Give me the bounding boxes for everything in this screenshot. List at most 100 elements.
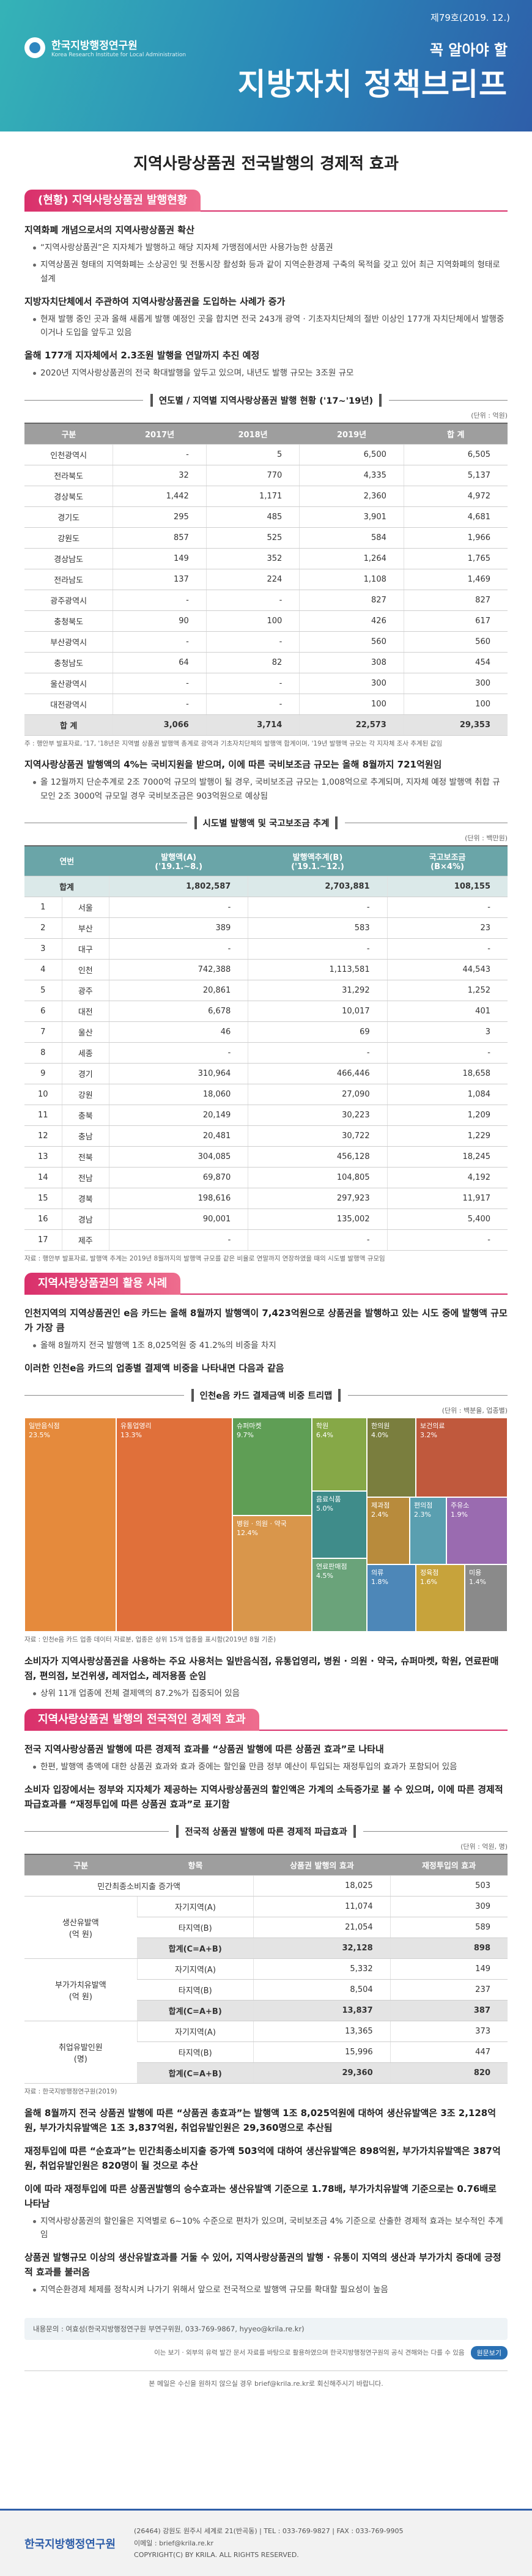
cell: 100 — [205, 610, 300, 632]
cell: 충북 — [61, 1105, 109, 1126]
cell: 경기도 — [24, 506, 113, 528]
table-block: 연도별 / 지역별 지역사랑상품권 발행 현황 ('17~'19년) (단위 : … — [24, 393, 508, 749]
cell-value: 3.2% — [420, 1430, 437, 1439]
row: 광주광역시 - -827 827 — [24, 590, 508, 611]
cell: 589 — [390, 1917, 508, 1939]
column-header: 구분 — [24, 423, 113, 445]
cell: 경남 — [61, 1208, 109, 1230]
row: 취업유발인원 (명) 자기지역(A) 13,365 373 — [24, 2021, 508, 2084]
cell: 합계(C=A+B) — [137, 1938, 254, 1960]
cell: 4,335 — [299, 465, 404, 486]
cell: 18,245 — [386, 1146, 508, 1168]
treemap-cell: 주유소 1.9% — [446, 1497, 508, 1564]
cell: 8,504 — [253, 1979, 391, 2001]
cell: 29,360 — [253, 2062, 391, 2084]
section-title: (현황) 지역사랑상품권 발행현황 — [24, 190, 201, 212]
cell: 1,802,587 — [109, 876, 248, 897]
row: 민간최종소비지출 증가액 18,025 503 — [24, 1875, 508, 1897]
cell: 9 — [24, 1063, 62, 1084]
treemap-cell: 정육점 1.6% — [416, 1564, 465, 1632]
disclaimer-row: 이는 보기 · 외부의 유력 발간 문서 자료를 바탕으로 활용하였으며 한국지… — [24, 2345, 508, 2359]
cell: 10 — [24, 1084, 62, 1105]
row: 7 울산 46 69 3 — [24, 1021, 508, 1043]
cell: 104,805 — [248, 1167, 388, 1188]
cell: 13,837 — [253, 2000, 391, 2022]
original-button[interactable]: 원문보기 — [470, 2345, 508, 2359]
cell-value: 4.0% — [371, 1430, 388, 1439]
cell: 타지역(B) — [137, 1917, 254, 1939]
cell-label: 병원 · 의원 · 약국 — [237, 1519, 287, 1528]
table-title-text: 연도별 / 지역별 지역사랑상품권 발행 현황 ('17~'19년) — [150, 393, 382, 407]
cell: - — [109, 938, 248, 960]
cell: 광주 — [61, 980, 109, 1001]
cell: 13 — [24, 1146, 62, 1168]
contact: 내용문의 : 여효성(한국지방행정연구원 부연구위원, 033-769-9867… — [24, 2317, 508, 2340]
note: 자료 : 한국지방행정연구원(2019) — [24, 2088, 117, 2096]
treemap: 일반음식점 23.5% 유통업영리 13.3% 병원 · 의원 · 약국 12.4% 슈퍼마… — [24, 1417, 508, 1632]
cell: 1,171 — [205, 486, 300, 507]
cell: 30,722 — [248, 1125, 388, 1147]
cell: - — [113, 673, 207, 694]
table-block: 시도별 발행액 및 국고보조금 추계 (단위 : 백만원) 연번 발행액(A) ('1… — [24, 816, 508, 1264]
cell: 대전 — [61, 1001, 109, 1022]
cell: 237 — [390, 1979, 508, 2001]
bullet: 지역순환경제 체제를 정착시켜 나가기 위해서 앞으로 전국적으로 발행액 규모… — [33, 2283, 508, 2297]
row: 3 대구 - - - — [24, 938, 508, 960]
cell: 세종 — [61, 1042, 109, 1064]
cell: 타지역(B) — [137, 1979, 254, 2001]
subheading: 상품권 발행규모 이상의 생산유발효과를 거둘 수 있어, 지역사랑상품권의 발… — [24, 2252, 501, 2278]
treemap-cell: 음료식품 5.0% — [312, 1490, 367, 1558]
cell: 1,252 — [386, 980, 508, 1001]
treemap-cell: 연료판매점 4.5% — [312, 1558, 367, 1632]
cell: 3,714 — [205, 714, 300, 736]
cell: 100 — [403, 694, 508, 715]
cell: 23 — [386, 917, 508, 939]
cell: 1,264 — [299, 548, 404, 569]
row: 9 경기 310,964 466,446 18,658 — [24, 1063, 508, 1084]
footer-address: (26464) 강원도 원주시 세계로 21(반곡동) | TEL : 033-… — [134, 2525, 403, 2561]
footer-bar: 한국지방행정연구원 (26464) 강원도 원주시 세계로 21(반곡동) | … — [0, 2509, 532, 2576]
column-header: 2018년 — [206, 423, 300, 445]
cell: 부산 — [61, 917, 109, 939]
cell: 5,332 — [253, 1958, 391, 1980]
row: 강원도 857 525 584 1,966 — [24, 527, 508, 549]
cell: 3 — [386, 1021, 508, 1043]
header-row: 구분 2017년 2018년 2019년 합 계 — [24, 423, 508, 445]
cell-label: 보건의료 — [420, 1421, 445, 1430]
table: 구분 2017년 2018년 2019년 합 계 인천광역시 -5 6,500 6,505 전라북… — [24, 422, 508, 736]
cell: 401 — [386, 1001, 508, 1022]
bullet: 올해 8월까지 전국 발행액 1조 8,025억원 중 41.2%의 비중을 차… — [33, 1339, 508, 1352]
cell: 1,442 — [113, 486, 207, 507]
header: 제79호(2019. 12.) 한국지방행정연구원 Korea Research… — [0, 0, 532, 131]
total-row: 합계(C=A+B) 32,128 898 — [24, 1938, 508, 1960]
cell: 1,229 — [386, 1125, 508, 1147]
cell: 경상남도 — [24, 548, 113, 569]
cell: 5 — [205, 444, 300, 465]
cell: 454 — [403, 652, 508, 673]
row: 13 전북 304,085 456,128 18,245 — [24, 1146, 508, 1168]
row: 경상남도 149 352 1,264 1,765 — [24, 548, 508, 569]
row: 4 인천 742,388 1,113,581 44,543 — [24, 959, 508, 980]
cell-label: 편의점 — [414, 1501, 433, 1509]
row: 부산광역시 - -560 560 — [24, 631, 508, 653]
cell: 560 — [299, 631, 404, 653]
column-header: 발행액(A) ('19.1.~8.) — [109, 845, 248, 876]
cell-label: 정육점 — [420, 1568, 439, 1577]
cell-label: 한의원 — [371, 1421, 390, 1430]
cell: 자기지역(A) — [136, 1896, 254, 1918]
cell: 617 — [403, 610, 508, 632]
cell: 16 — [24, 1208, 62, 1230]
cell: 전라남도 — [24, 569, 113, 590]
cell: 30,223 — [248, 1105, 388, 1126]
treemap-cell: 한의원 4.0% — [367, 1417, 416, 1497]
cell-label: 슈퍼마켓 — [237, 1421, 262, 1430]
column-header: 상품권 발행의 효과 — [253, 1854, 391, 1876]
text-block: 올해 8월까지 전국 상품권 발행에 따른 “상품권 총효과”는 발행액 1조 … — [24, 2106, 508, 2297]
cell: 전북 — [61, 1146, 109, 1168]
address: (26464) 강원도 원주시 세계로 21(반곡동) | TEL : 033-… — [134, 2526, 404, 2535]
cell: 69,870 — [109, 1167, 248, 1188]
cell: 경북 — [61, 1188, 109, 1209]
treemap-cell: 제과점 2.4% — [367, 1497, 410, 1564]
bullet: “지역사랑상품권”은 지자체가 발행하고 해당 지자체 가맹점에서만 사용가능한… — [33, 241, 508, 254]
